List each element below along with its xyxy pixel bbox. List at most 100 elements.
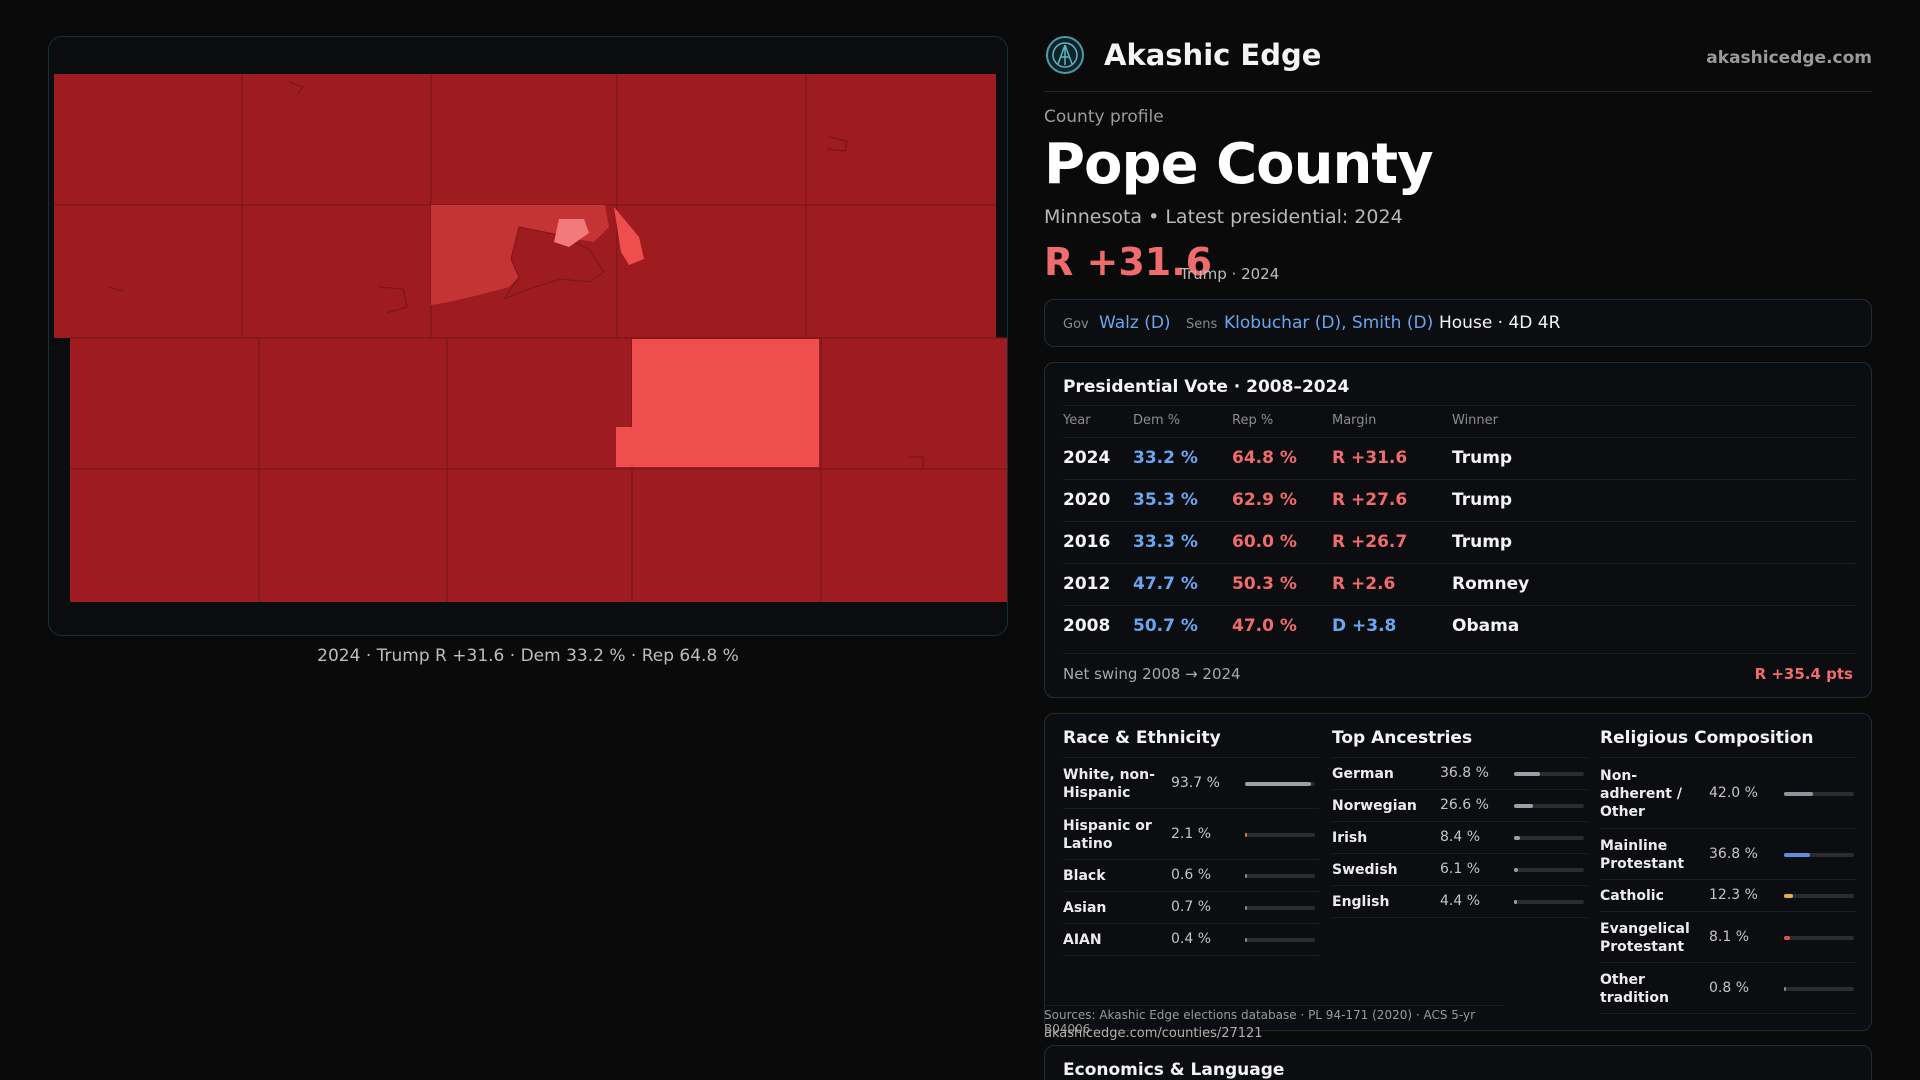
presidential-vote-title: Presidential Vote · 2008–2024 (1063, 377, 1350, 397)
share-bar-fill (1514, 868, 1519, 872)
item-name: Other tradition (1600, 971, 1669, 1006)
sources-url-link[interactable]: akashicedge.com/counties/27121 (1044, 1026, 1263, 1041)
item-value: 12.3 % (1709, 887, 1758, 903)
share-bar-track (1245, 832, 1315, 837)
page-title: Pope County (1044, 132, 1434, 197)
item-value: 93.7 % (1171, 774, 1220, 791)
officials-bar: Gov Walz (D) Sens Klobuchar (D), Smith (… (1044, 299, 1872, 347)
item-value: 6.1 % (1440, 861, 1481, 877)
share-bar-track (1514, 868, 1584, 872)
table-row[interactable]: 2024 33.2 % 64.8 % R +31.6 Trump (1063, 437, 1855, 479)
share-bar-fill (1245, 938, 1247, 942)
profile-kicker: County profile (1044, 107, 1164, 127)
township-boundaries (54, 74, 1007, 602)
map-region-south[interactable] (70, 338, 1008, 602)
share-bar-fill (1784, 852, 1810, 857)
col-header-margin: Margin (1332, 413, 1377, 428)
cell-winner: Trump (1452, 448, 1513, 468)
item-value: 42.0 % (1709, 784, 1758, 801)
cell-margin: R +27.6 (1332, 490, 1408, 510)
cell-winner: Obama (1452, 616, 1520, 636)
cell-year: 2024 (1063, 448, 1111, 468)
share-bar-fill (1784, 986, 1786, 991)
table-row[interactable]: 2016 33.3 % 60.0 % R +26.7 Trump (1063, 521, 1855, 563)
table-row[interactable]: 2008 50.7 % 47.0 % D +3.8 Obama (1063, 605, 1855, 647)
list-item: Other tradition 0.8 % (1600, 963, 1856, 1014)
col-header-rep: Rep % (1232, 413, 1274, 428)
economics-title: Economics & Language (1063, 1060, 1285, 1080)
table-row[interactable]: 2012 47.7 % 50.3 % R +2.6 Romney (1063, 563, 1855, 605)
table-row[interactable]: 2020 35.3 % 62.9 % R +27.6 Trump (1063, 479, 1855, 521)
item-value: 26.6 % (1440, 797, 1489, 813)
cell-winner: Trump (1452, 532, 1513, 552)
cell-winner: Romney (1452, 574, 1530, 594)
col-header-winner: Winner (1452, 413, 1499, 428)
profile-column: Akashic Edge akashicedge.com County prof… (1044, 0, 1872, 1080)
item-value: 0.7 % (1171, 899, 1212, 915)
item-name: Black (1063, 868, 1106, 884)
cell-margin: D +3.8 (1332, 616, 1397, 636)
item-name: AIAN (1063, 932, 1102, 948)
akashic-logo-icon[interactable] (1046, 36, 1084, 74)
share-bar-fill (1245, 874, 1247, 878)
list-item: White, non-Hispanic 93.7 % (1063, 758, 1319, 809)
precinct-starbuck[interactable] (554, 219, 589, 247)
cell-year: 2016 (1063, 532, 1111, 552)
share-bar-fill (1784, 791, 1814, 796)
item-value: 4.4 % (1440, 893, 1481, 909)
list-item: Norwegian 26.6 % (1332, 790, 1588, 822)
item-name: Evangelical Protestant (1600, 920, 1690, 955)
net-swing-label: Net swing 2008 → 2024 (1063, 665, 1241, 683)
share-bar-track (1514, 772, 1584, 776)
cell-rep: 47.0 % (1232, 616, 1297, 636)
share-bar-fill (1245, 781, 1311, 786)
gov-label: Gov (1063, 317, 1089, 332)
senators-link[interactable]: Klobuchar (D), Smith (D) (1224, 313, 1434, 333)
cell-rep: 60.0 % (1232, 532, 1297, 552)
precinct-highlight[interactable] (616, 339, 819, 467)
religion-column: Religious Composition Non-adherent / Oth… (1600, 728, 1856, 1014)
brand-name[interactable]: Akashic Edge (1104, 38, 1322, 72)
item-value: 8.4 % (1440, 829, 1481, 845)
share-bar-fill (1514, 836, 1520, 840)
brand-header: Akashic Edge akashicedge.com (1044, 36, 1872, 92)
lake-minnewaska (502, 226, 605, 301)
list-item: English 4.4 % (1332, 886, 1588, 918)
presidential-vote-card: Presidential Vote · 2008–2024 Year Dem %… (1044, 362, 1872, 698)
sens-label: Sens (1186, 317, 1218, 332)
share-bar-track (1784, 852, 1854, 857)
item-value: 2.1 % (1171, 825, 1212, 842)
governor-link[interactable]: Walz (D) (1099, 313, 1171, 333)
cell-margin: R +2.6 (1332, 574, 1396, 594)
share-bar-track (1784, 935, 1854, 940)
county-precinct-map[interactable] (49, 37, 1008, 636)
profile-subtitle: Minnesota • Latest presidential: 2024 (1044, 206, 1403, 228)
share-bar-track (1514, 900, 1584, 904)
item-name: Hispanic or Latino (1063, 817, 1152, 852)
brand-url-link[interactable]: akashicedge.com (1706, 48, 1872, 68)
precinct-east-shore[interactable] (614, 207, 644, 265)
religion-title: Religious Composition (1600, 728, 1856, 758)
item-name: Irish (1332, 830, 1368, 846)
cell-winner: Trump (1452, 490, 1513, 510)
ancestry-column: Top Ancestries German 36.8 % Norwegian 26.6… (1332, 728, 1588, 918)
cell-margin: R +31.6 (1332, 448, 1408, 468)
list-item: Catholic 12.3 % (1600, 880, 1856, 912)
item-name: White, non-Hispanic (1063, 766, 1155, 801)
latest-margin-note: Trump · 2024 (1180, 265, 1280, 283)
item-name: Non-adherent / Other (1600, 767, 1682, 820)
county-map-panel[interactable] (48, 36, 1008, 636)
share-bar-track (1245, 781, 1315, 786)
item-name: English (1332, 894, 1390, 910)
race-ethnicity-column: Race & Ethnicity White, non-Hispanic 93.7… (1063, 728, 1319, 956)
race-ethnicity-title: Race & Ethnicity (1063, 728, 1319, 758)
col-header-year: Year (1063, 413, 1091, 428)
list-item: Asian 0.7 % (1063, 892, 1319, 924)
share-bar-fill (1514, 772, 1540, 776)
divider (1063, 653, 1855, 654)
share-bar-fill (1245, 906, 1247, 910)
house-delegation: House · 4D 4R (1439, 313, 1561, 333)
item-value: 0.6 % (1171, 867, 1212, 883)
item-value: 36.8 % (1440, 765, 1489, 781)
map-caption: 2024 · Trump R +31.6 · Dem 33.2 % · Rep … (317, 646, 739, 666)
